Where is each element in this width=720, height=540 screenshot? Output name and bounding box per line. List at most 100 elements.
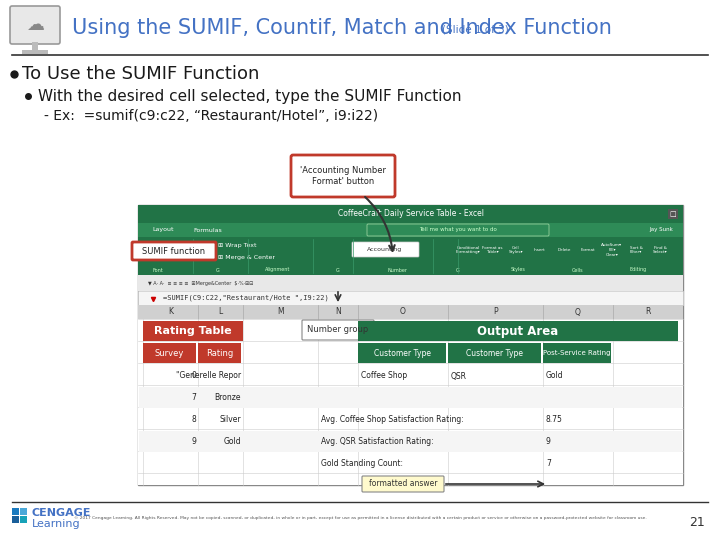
Bar: [139, 431, 682, 452]
Text: Rating Table: Rating Table: [154, 326, 232, 336]
Text: Post-Service Rating: Post-Service Rating: [544, 350, 611, 356]
Text: Gold Standing Count:: Gold Standing Count:: [321, 460, 403, 469]
Text: Cells: Cells: [572, 267, 584, 273]
Text: Learning: Learning: [32, 519, 81, 529]
Text: With the desired cell selected, type the SUMIF Function: With the desired cell selected, type the…: [38, 89, 462, 104]
Text: Tell me what you want to do: Tell me what you want to do: [419, 227, 497, 233]
Text: Number: Number: [388, 267, 408, 273]
Text: Coffee Shop: Coffee Shop: [361, 372, 407, 381]
Text: 8.75: 8.75: [546, 415, 563, 424]
Text: Layout: Layout: [152, 227, 174, 233]
Text: Styles: Styles: [510, 267, 526, 273]
Bar: [12, 516, 19, 523]
Bar: [138, 305, 683, 319]
Text: 9: 9: [546, 437, 551, 447]
Text: G: G: [336, 267, 340, 273]
Bar: [138, 205, 683, 223]
Text: Editing: Editing: [629, 267, 647, 273]
FancyBboxPatch shape: [352, 242, 419, 257]
Bar: [12, 508, 19, 515]
FancyBboxPatch shape: [367, 224, 549, 236]
Bar: [138, 291, 683, 305]
Text: - Ex:  =sumif(c9:c22, “Restaurant/Hotel”, i9:i22): - Ex: =sumif(c9:c22, “Restaurant/Hotel”,…: [44, 109, 378, 123]
Text: 7: 7: [546, 460, 551, 469]
FancyBboxPatch shape: [302, 320, 374, 340]
Text: ⊞ Merge & Center: ⊞ Merge & Center: [218, 254, 275, 260]
Text: QSR: QSR: [451, 372, 467, 381]
Text: Rating: Rating: [206, 348, 233, 357]
Text: Alignment: Alignment: [265, 267, 291, 273]
Text: (Slide 1 of 3): (Slide 1 of 3): [442, 25, 509, 35]
Bar: [22, 50, 48, 54]
Text: ≡ ≡ ≡: ≡ ≡ ≡: [148, 254, 170, 260]
Text: N: N: [335, 307, 341, 316]
Text: Accounting: Accounting: [367, 247, 402, 253]
Text: 8: 8: [192, 415, 196, 424]
Text: M: M: [277, 307, 284, 316]
Bar: [448, 343, 541, 363]
Text: To Use the SUMIF Function: To Use the SUMIF Function: [22, 65, 259, 83]
Text: P: P: [493, 307, 498, 316]
Bar: [32, 42, 38, 50]
Text: Delete: Delete: [557, 248, 571, 252]
Text: O: O: [400, 307, 406, 316]
Text: Survey: Survey: [155, 348, 184, 357]
FancyBboxPatch shape: [291, 155, 395, 197]
Text: 7: 7: [191, 394, 196, 402]
Text: Output Area: Output Area: [477, 325, 559, 338]
Text: Gold: Gold: [546, 372, 564, 381]
Bar: [20, 508, 27, 515]
Bar: [143, 343, 196, 363]
Text: =SUMIF(C9:C22,"Restaurant/Hote ",I9:22): =SUMIF(C9:C22,"Restaurant/Hote ",I9:22): [163, 295, 329, 301]
FancyBboxPatch shape: [362, 476, 444, 492]
Bar: [138, 275, 683, 291]
Text: R: R: [645, 307, 651, 316]
Text: Avg. Coffee Shop Satisfaction Rating:: Avg. Coffee Shop Satisfaction Rating:: [321, 415, 464, 424]
Text: Using the SUMIF, Countif, Match and Index Function: Using the SUMIF, Countif, Match and Inde…: [72, 18, 612, 38]
Text: Font: Font: [153, 267, 163, 273]
Text: ▼ A· A·  ≡ ≡ ≡ ≡  ⊞Merge&Center  $·%·⊞⊟: ▼ A· A· ≡ ≡ ≡ ≡ ⊞Merge&Center $·%·⊞⊟: [148, 280, 253, 286]
Text: Avg. QSR Satisfaction Rating:: Avg. QSR Satisfaction Rating:: [321, 437, 433, 447]
Bar: [138, 205, 683, 485]
Text: SUMIF function: SUMIF function: [143, 246, 206, 255]
Bar: [138, 319, 683, 485]
Text: Sort &
Filter▾: Sort & Filter▾: [629, 246, 642, 254]
Text: Jay Sunk: Jay Sunk: [649, 227, 673, 233]
Bar: [198, 343, 241, 363]
Text: CENGAGE: CENGAGE: [32, 508, 91, 518]
Text: Customer Type: Customer Type: [466, 348, 523, 357]
Text: 9: 9: [191, 437, 196, 447]
Text: Insert: Insert: [534, 248, 546, 252]
Text: CoffeeCraft Daily Service Table - Excel: CoffeeCraft Daily Service Table - Excel: [338, 210, 484, 219]
FancyBboxPatch shape: [132, 242, 216, 260]
Text: □: □: [670, 211, 676, 217]
Text: Format as
Table▾: Format as Table▾: [482, 246, 503, 254]
Text: Format: Format: [581, 248, 595, 252]
Text: G: G: [216, 267, 220, 273]
Text: Conditional
Formatting▾: Conditional Formatting▾: [456, 246, 480, 254]
Text: Q: Q: [575, 307, 581, 316]
Text: Formulas: Formulas: [194, 227, 222, 233]
Text: Silver: Silver: [220, 415, 241, 424]
Bar: [138, 237, 683, 275]
Bar: [143, 321, 243, 341]
Text: Number group: Number group: [307, 326, 369, 334]
Text: formatted answer: formatted answer: [369, 480, 437, 489]
Text: © 2017 Cengage Learning. All Rights Reserved. May not be copied, scanned, or dup: © 2017 Cengage Learning. All Rights Rese…: [73, 516, 647, 520]
Bar: [358, 321, 678, 341]
Text: 'Accounting Number
Format' button: 'Accounting Number Format' button: [300, 166, 386, 186]
Text: 0: 0: [191, 372, 196, 381]
Text: 21: 21: [689, 516, 705, 529]
Text: ≡ ≡ ≡: ≡ ≡ ≡: [148, 242, 170, 248]
Text: Gold: Gold: [223, 437, 241, 447]
Bar: [543, 343, 611, 363]
Text: ⊞ Wrap Text: ⊞ Wrap Text: [218, 242, 256, 247]
Text: Bronze: Bronze: [215, 394, 241, 402]
Text: Customer Type: Customer Type: [374, 348, 431, 357]
Bar: [20, 516, 27, 523]
Text: AutoSum▾
Fill▾
Clear▾: AutoSum▾ Fill▾ Clear▾: [601, 244, 623, 256]
Bar: [139, 387, 682, 408]
Text: Cell
Styles▾: Cell Styles▾: [509, 246, 523, 254]
Text: K: K: [168, 307, 173, 316]
Text: Find &
Select▾: Find & Select▾: [652, 246, 667, 254]
